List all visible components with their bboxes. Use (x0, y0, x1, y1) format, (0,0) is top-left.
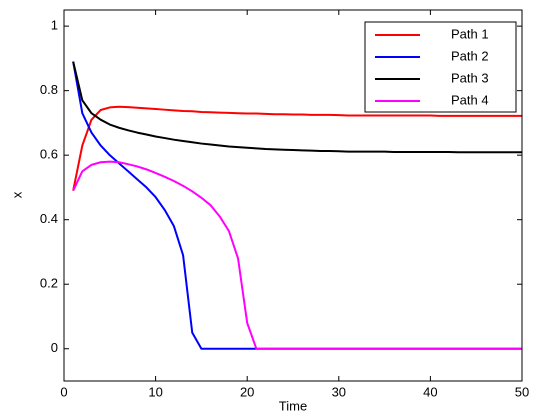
y-tick-label: 0.6 (40, 147, 58, 162)
legend-box (364, 21, 517, 113)
y-tick-label: 0.2 (40, 276, 58, 291)
x-tick-label: 20 (240, 384, 254, 399)
x-tick-label: 40 (423, 384, 437, 399)
series-line (72, 105, 522, 191)
x-tick-label: 10 (148, 384, 162, 399)
y-tick-label: 0 (51, 340, 58, 355)
legend-label: Path 4 (451, 92, 489, 107)
x-tick-label: 0 (60, 384, 67, 399)
y-tick-label: 0.8 (40, 82, 58, 97)
legend-label: Path 2 (451, 48, 489, 63)
series-line (72, 61, 522, 154)
y-axis-label: x (9, 191, 24, 198)
y-tick-label: 0.4 (40, 211, 58, 226)
x-tick-label: 50 (515, 384, 529, 399)
series-line (72, 160, 522, 350)
x-axis-label: Time (279, 398, 307, 413)
x-tick-label: 30 (332, 384, 346, 399)
legend-label: Path 1 (451, 26, 489, 41)
y-tick-label: 1 (51, 18, 58, 33)
axes-box (63, 9, 523, 382)
legend-label: Path 3 (451, 70, 489, 85)
